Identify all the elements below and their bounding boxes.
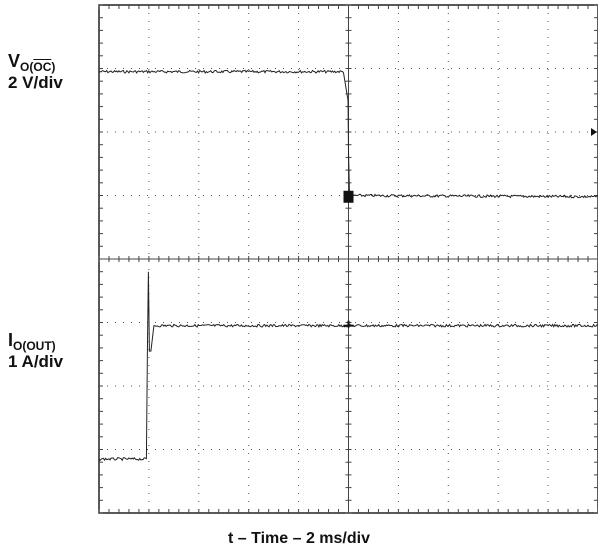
trigger-level-marker: [591, 128, 597, 136]
channel-1-cursor-mark: [343, 190, 354, 203]
marker-layer: [343, 128, 597, 328]
channel-1-label: VO(OC) 2 V/div: [8, 51, 63, 93]
channel-1-subscript-overline: OC: [33, 60, 52, 74]
channel-1-scale: 2 V/div: [8, 73, 63, 92]
channel-1-subscript-post: ): [51, 60, 56, 74]
channel-1-symbol: V: [8, 51, 21, 71]
graticule: [98, 4, 598, 514]
channel-2-label: IO(OUT) 1 A/div: [8, 330, 64, 372]
channel-1-subscript-pre: O(: [20, 60, 34, 74]
channel-2-symbol: I: [8, 330, 14, 350]
channel-2-subscript: O(OUT): [13, 339, 56, 353]
channel-2-scale: 1 A/div: [8, 352, 64, 371]
x-axis-label: t – Time – 2 ms/div: [228, 530, 370, 547]
